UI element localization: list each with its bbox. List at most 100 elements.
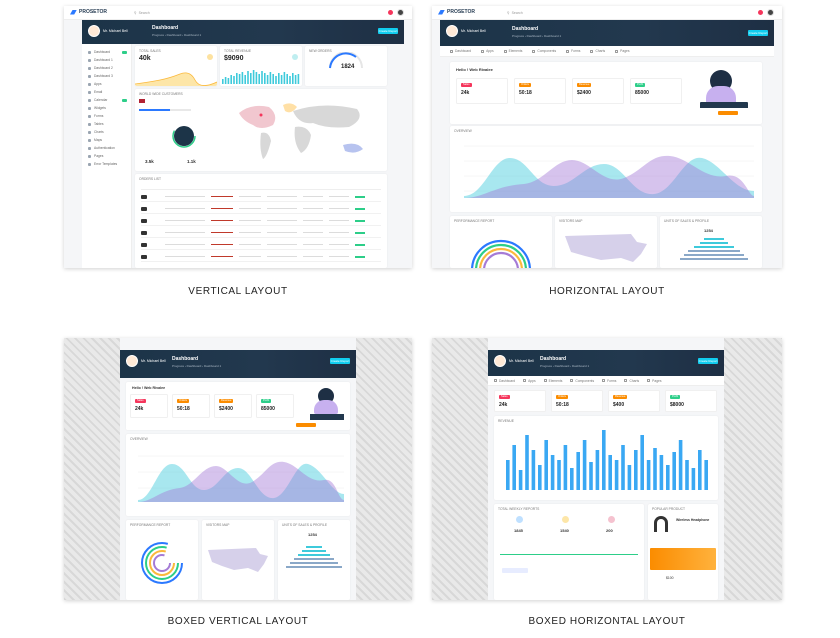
table-cell xyxy=(239,255,261,258)
sidebar-item[interactable]: Apps xyxy=(82,80,131,88)
search-input[interactable]: ⚲ Search xyxy=(134,10,184,16)
table-cell xyxy=(303,207,323,210)
sparkline-bar xyxy=(269,72,272,84)
stat-box: Revenue $400 xyxy=(608,390,660,412)
stat-value: 50:18 xyxy=(177,406,190,412)
card-title: OVERVIEW xyxy=(130,437,148,441)
notice-button[interactable] xyxy=(296,423,316,427)
sidebar-item[interactable]: Authentication xyxy=(82,144,131,152)
stat-value: 24k xyxy=(461,90,470,96)
nav-tab[interactable]: Apps xyxy=(523,379,536,383)
notification-icon[interactable] xyxy=(758,10,763,15)
menu-icon xyxy=(88,82,91,86)
table-row[interactable] xyxy=(141,192,381,202)
orders-ring xyxy=(329,52,363,69)
notification-icon[interactable] xyxy=(388,10,393,15)
status-badge xyxy=(355,255,365,258)
sidebar-item-label: Forms xyxy=(94,114,104,118)
card-title: TOTAL SALES xyxy=(139,49,161,53)
table-cell xyxy=(303,243,323,246)
sidebar-item[interactable]: Error Templates xyxy=(82,160,131,168)
table-cell xyxy=(267,243,297,246)
stat-tag: Sales xyxy=(135,399,146,403)
revenue-bar xyxy=(576,452,580,490)
sidebar-item[interactable]: Dashboard 2 xyxy=(82,64,131,72)
nav-tab[interactable]: Pages xyxy=(615,49,630,53)
units-value: 1254 xyxy=(308,532,317,537)
nav-tab[interactable]: Apps xyxy=(481,49,494,53)
nav-tab[interactable]: Charts xyxy=(590,49,605,53)
table-row[interactable] xyxy=(141,240,381,250)
nav-tab[interactable]: Pages xyxy=(647,379,662,383)
badge-icon xyxy=(292,54,298,60)
notice-bar xyxy=(450,108,762,118)
avatar[interactable] xyxy=(767,9,774,16)
tab-icon xyxy=(494,379,497,382)
user-avatar xyxy=(494,355,506,367)
revenue-bar xyxy=(621,445,625,490)
avatar[interactable] xyxy=(397,9,404,16)
nav-tab-label: Elements xyxy=(508,49,523,53)
sparkline-bar xyxy=(258,74,260,84)
menu-icon xyxy=(88,50,91,54)
sidebar-item[interactable]: Dashboard xyxy=(82,48,131,56)
sidebar-item[interactable]: Dashboard 1 xyxy=(82,56,131,64)
revenue-bar xyxy=(582,440,587,490)
table-cell xyxy=(239,195,261,198)
revenue-bar xyxy=(595,450,600,490)
revenue-bar xyxy=(544,440,548,490)
horizontal-layout-preview: PROSETOR ⚲ Search Mr. Michael Bell Dashbo… xyxy=(432,6,782,268)
table-row[interactable] xyxy=(141,216,381,226)
revenue-bar xyxy=(646,460,651,490)
revenue-bar xyxy=(563,445,568,490)
nav-tab[interactable]: Forms xyxy=(566,49,580,53)
notice-button[interactable] xyxy=(718,111,738,115)
revenue-bars xyxy=(222,70,300,84)
create-report-button[interactable]: Create Report xyxy=(748,30,768,36)
sidebar-item[interactable]: Calendar xyxy=(82,96,131,104)
sidebar-item[interactable]: Maps xyxy=(82,136,131,144)
sidebar-item[interactable]: Email xyxy=(82,88,131,96)
overview-area-chart xyxy=(464,145,754,198)
revenue-bar xyxy=(704,460,708,490)
nav-tab[interactable]: Components xyxy=(570,379,594,383)
sidebar-item[interactable]: Pages xyxy=(82,152,131,160)
nav-tab[interactable]: Dashboard xyxy=(450,49,471,53)
search-input[interactable]: ⚲ Search xyxy=(507,10,557,16)
nav-tab[interactable]: Components xyxy=(532,49,556,53)
nav-tab[interactable]: Forms xyxy=(602,379,616,383)
revenue-bar xyxy=(614,460,619,490)
nav-tab[interactable]: Elements xyxy=(543,379,562,383)
stat-other-value: 1.1k xyxy=(187,159,196,164)
sidebar-item[interactable]: Forms xyxy=(82,112,131,120)
boxed-horizontal-layout-preview: Mr. Michael Bell Dashboard Progress › Da… xyxy=(432,338,782,600)
create-report-button[interactable]: Create Report xyxy=(378,28,398,34)
tab-icon xyxy=(570,379,574,382)
sparkline-bar xyxy=(241,72,244,84)
sidebar-item-label: Tables xyxy=(94,122,104,126)
table-row[interactable] xyxy=(141,228,381,238)
progress-bar xyxy=(139,109,191,111)
table-cell xyxy=(267,207,297,210)
sidebar-item-label: Dashboard xyxy=(94,50,111,54)
create-report-button[interactable]: Create Report xyxy=(330,358,350,364)
breadcrumb: Progress › Dashboard › Dashboard 1 xyxy=(512,34,562,38)
table-row[interactable] xyxy=(141,204,381,214)
report-icon xyxy=(562,516,569,523)
sidebar-item[interactable]: Tables xyxy=(82,120,131,128)
product-icon xyxy=(141,230,147,235)
create-report-button[interactable]: Create Report xyxy=(698,358,718,364)
sidebar-item[interactable]: Widgets xyxy=(82,104,131,112)
revenue-bar xyxy=(659,455,664,490)
tab-icon xyxy=(543,379,547,382)
stat-tag: Orders xyxy=(177,399,189,403)
timeline-button[interactable] xyxy=(502,568,528,573)
table-row[interactable] xyxy=(141,252,381,262)
sidebar-item[interactable]: Dashboard 3 xyxy=(82,72,131,80)
revenue-bar xyxy=(557,460,561,490)
sidebar-item[interactable]: Charts xyxy=(82,128,131,136)
nav-tab[interactable]: Charts xyxy=(624,379,639,383)
nav-tab[interactable]: Dashboard xyxy=(494,379,515,383)
topbar: PROSETOR ⚲ Search xyxy=(64,6,412,20)
nav-tab[interactable]: Elements xyxy=(503,49,523,53)
